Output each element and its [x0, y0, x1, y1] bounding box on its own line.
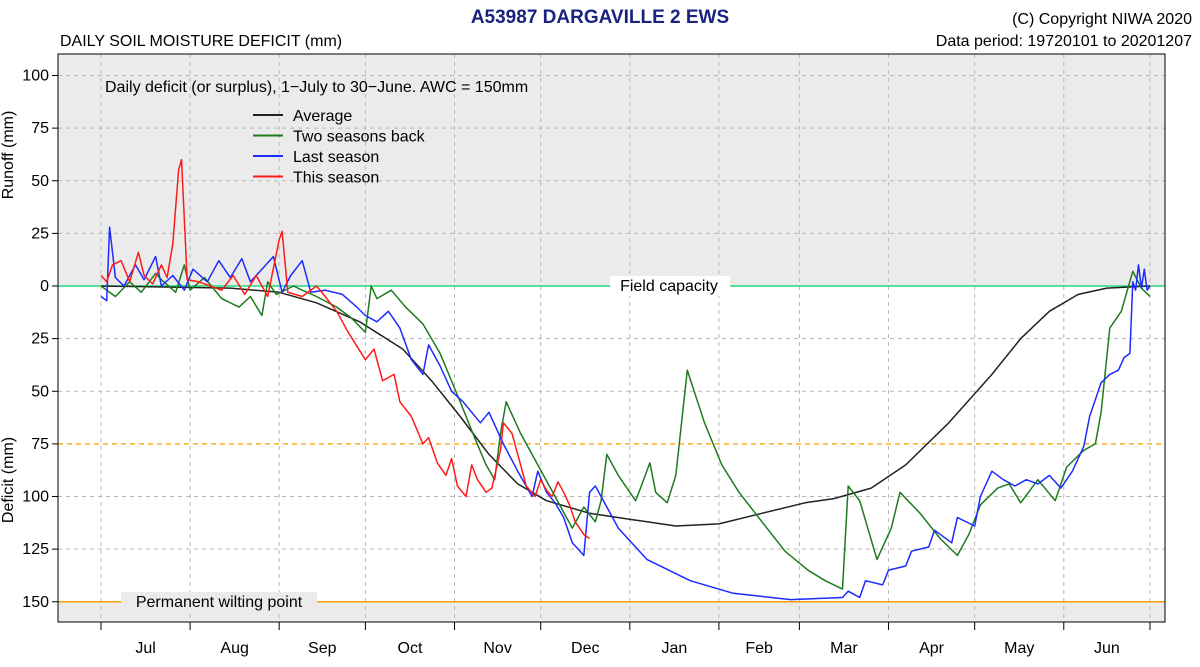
series-line [100, 226, 1151, 601]
y-tick-label: 100 [22, 489, 49, 506]
y-tick-label: 50 [31, 173, 49, 190]
series-line [100, 158, 591, 540]
y-tick-label: 75 [31, 120, 49, 137]
series-line [100, 285, 1151, 527]
field-capacity-label: Field capacity [620, 278, 718, 295]
wilting-point-label-bg [121, 591, 317, 612]
chart-subtitle: DAILY SOIL MOISTURE DEFICIT (mm) [60, 33, 343, 50]
chart-note: Daily deficit (or surplus), 1−July to 30… [105, 79, 528, 96]
runoff-axis-label: Runoff (mm) [0, 111, 17, 200]
x-tick-label: May [1004, 640, 1034, 657]
legend-entry: Two seasons back [293, 129, 426, 146]
plot-frame [57, 53, 1166, 623]
legend-entry: Average [293, 108, 352, 125]
y-tick-label: 0 [40, 278, 49, 295]
x-tick-label: Jun [1094, 640, 1120, 657]
x-tick-label: Mar [830, 640, 858, 657]
y-tick-label: 100 [22, 68, 49, 85]
x-tick-label: Oct [398, 640, 423, 657]
y-tick-label: 25 [31, 331, 49, 348]
wilting-point-label: Permanent wilting point [136, 594, 303, 611]
runoff-zone [58, 54, 1165, 286]
copyright-notice: (C) Copyright NIWA 2020 [1012, 11, 1192, 28]
y-tick-label: 75 [31, 436, 49, 453]
x-tick-label: Feb [745, 640, 773, 657]
y-tick-label: 25 [31, 225, 49, 242]
x-tick-label: Nov [483, 640, 511, 657]
x-tick-label: Apr [919, 640, 945, 657]
x-tick-label: Sep [308, 640, 337, 657]
x-tick-label: Aug [220, 640, 248, 657]
chart-title: A53987 DARGAVILLE 2 EWS [470, 7, 730, 28]
x-tick-label: Jul [135, 640, 155, 657]
deficit-axis-label: Deficit (mm) [0, 437, 17, 523]
legend-entry: Last season [293, 149, 379, 166]
field-capacity-label-bg [610, 276, 730, 296]
y-tick-label: 50 [31, 383, 49, 400]
y-tick-label: 150 [22, 594, 49, 611]
x-tick-label: Dec [571, 640, 599, 657]
data-period: Data period: 19720101 to 20201207 [935, 33, 1192, 50]
x-tick-label: Jan [661, 640, 687, 657]
y-tick-label: 125 [22, 541, 49, 558]
legend-entry: This season [293, 170, 379, 187]
